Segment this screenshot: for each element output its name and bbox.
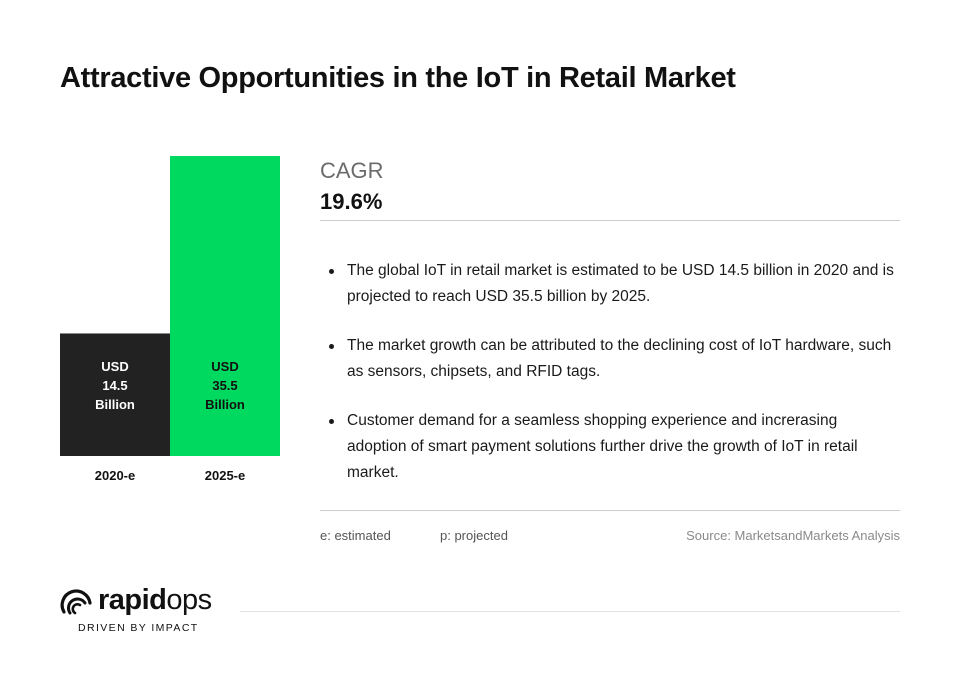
bullet-item: Customer demand for a seamless shopping … [328,408,900,486]
source-note: Source: MarketsandMarkets Analysis [686,528,900,543]
footer-divider [240,611,900,612]
bar-value-label: USD 35.5 Billion [170,357,280,414]
cagr-value: 19.6% [320,189,383,214]
note-estimated: e: estimated [320,528,391,543]
bar-value-label-line: Billion [95,397,135,412]
bar-value-label: USD 14.5 Billion [60,357,170,414]
bar-2025-e [170,156,280,456]
cagr-label: CAGR [320,158,384,183]
note-projected: p: projected [440,528,508,543]
page-title: Attractive Opportunities in the IoT in R… [60,62,736,94]
bar-chart: USD 14.5 Billion USD 35.5 Billion 2020-e 2025-… [60,150,285,490]
bullet-item: The global IoT in retail market is estim… [328,258,900,310]
divider-bottom [320,510,900,511]
brand-wordmark: rapidops [98,584,212,616]
divider-top [320,220,900,221]
bar-2020-e [60,333,170,456]
bullet-list: The global IoT in retail market is estim… [328,258,900,509]
bullet-item: The market growth can be attributed to t… [328,333,900,385]
bar-value-label-line: USD [101,359,129,374]
bar-value-label-line: 35.5 [212,378,238,393]
bar-value-label-line: 14.5 [102,378,128,393]
brand-tagline: DRIVEN BY IMPACT [78,622,199,634]
bar-value-label-line: Billion [205,397,245,412]
x-tick-label: 2020-e [94,468,136,483]
x-tick-label: 2025-e [204,468,246,483]
rapidops-swirl-icon [60,589,92,615]
bar-chart-svg [60,156,280,456]
bar-value-label-line: USD [211,359,239,374]
